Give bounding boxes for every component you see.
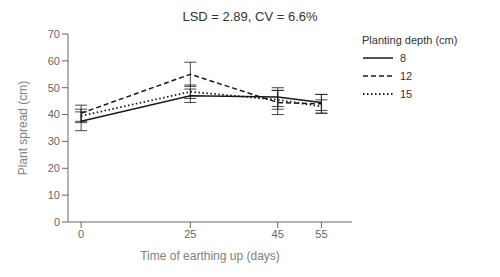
svg-text:0: 0 <box>54 216 60 228</box>
svg-text:0: 0 <box>78 228 84 240</box>
html-text:15: 15 <box>400 88 413 100</box>
html-text:LSD = 2.89, CV = 6.6%: LSD = 2.89, CV = 6.6% <box>182 9 318 24</box>
svg-text:55: 55 <box>315 228 327 240</box>
svg-text:10: 10 <box>48 189 60 201</box>
svg-text:70: 70 <box>48 28 60 40</box>
html-text:Planting depth (cm): Planting depth (cm) <box>362 34 458 46</box>
svg-text:Time of earthing up (days): Time of earthing up (days) <box>140 249 280 263</box>
svg-text:25: 25 <box>184 228 196 240</box>
svg-text:40: 40 <box>48 108 60 120</box>
svg-text:60: 60 <box>48 55 60 67</box>
svg-text:Plant spread (cm): Plant spread (cm) <box>16 81 30 176</box>
svg-text:20: 20 <box>48 162 60 174</box>
html-text:8: 8 <box>400 52 407 64</box>
svg-text:50: 50 <box>48 82 60 94</box>
svg-text:30: 30 <box>48 135 60 147</box>
html-text:12: 12 <box>400 70 413 82</box>
svg-text:45: 45 <box>272 228 284 240</box>
